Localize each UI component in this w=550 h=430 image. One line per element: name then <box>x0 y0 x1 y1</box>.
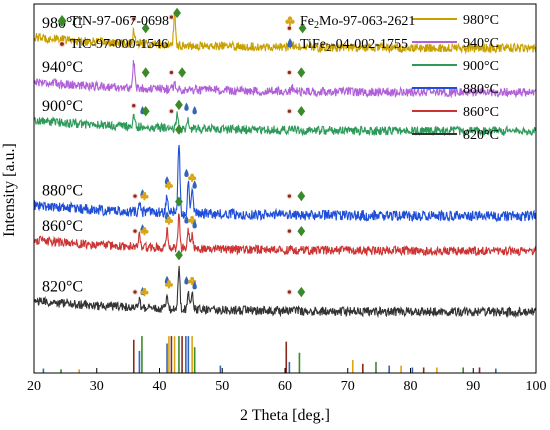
peak-marker-18 <box>286 108 293 115</box>
peak-marker-27 <box>188 173 197 182</box>
peak-marker-33 <box>140 227 149 236</box>
temperature-label-900°C: 900°C <box>42 98 83 115</box>
legend-label-tic: TiC-97-000-1546 <box>70 37 168 52</box>
peak-marker-15 <box>175 99 183 111</box>
peak-marker-22 <box>140 192 149 201</box>
x-tick-label-70: 70 <box>341 379 355 394</box>
y-axis-title: Intensity [a.u.] <box>1 143 18 237</box>
x-tick-label-20: 20 <box>27 379 41 394</box>
peak-marker-6 <box>141 67 150 78</box>
peak-marker-42 <box>132 289 138 295</box>
peak-marker-2 <box>168 14 175 21</box>
peak-marker-40 <box>286 228 293 235</box>
legend-series-980: 980°C <box>463 13 499 28</box>
legend-marker-0 <box>57 15 67 27</box>
legend-markers <box>57 15 295 48</box>
x-tick-label-100: 100 <box>526 379 547 394</box>
peak-marker-5 <box>298 23 307 34</box>
series-lines <box>33 12 537 319</box>
peak-marker-50 <box>192 281 197 290</box>
peak-marker-41 <box>297 225 306 237</box>
peak-marker-11 <box>130 102 137 109</box>
peak-marker-37 <box>184 215 189 224</box>
legend-series-900: 900°C <box>463 59 499 74</box>
temperature-label-940°C: 940°C <box>42 59 83 76</box>
peak-marker-26 <box>184 168 189 178</box>
reference-sticks <box>42 336 497 373</box>
temperature-label-880°C: 880°C <box>42 183 83 200</box>
x-tick-label-40: 40 <box>153 379 167 394</box>
peak-marker-44 <box>140 287 149 297</box>
legend-marker-3 <box>287 38 293 48</box>
peak-marker-24 <box>164 181 173 190</box>
plot-frame <box>33 3 537 374</box>
peak-markers <box>130 7 307 298</box>
legend-series-820: 820°C <box>463 128 499 143</box>
peak-marker-36 <box>175 196 183 207</box>
peak-marker-49 <box>188 276 197 286</box>
peak-marker-17 <box>192 106 197 115</box>
peak-marker-25 <box>175 124 183 135</box>
peak-marker-29 <box>286 193 293 199</box>
x-axis-title: 2 Theta [deg.] <box>240 407 330 424</box>
peak-marker-30 <box>297 190 306 202</box>
peak-marker-51 <box>286 289 293 295</box>
peak-marker-1 <box>141 23 150 34</box>
series-line-820°C <box>33 265 537 319</box>
x-tick-label-30: 30 <box>90 379 104 394</box>
x-tick-label-50: 50 <box>215 379 229 394</box>
peak-marker-47 <box>175 249 183 261</box>
peak-marker-10 <box>297 67 306 78</box>
peak-marker-28 <box>192 180 197 189</box>
legend-label-tife2: TiFe2-04-002-1755 <box>300 37 408 54</box>
x-tick-label-80: 80 <box>404 379 418 394</box>
series-line-860°C <box>33 213 537 257</box>
peak-marker-16 <box>184 102 189 111</box>
peak-marker-4 <box>286 25 293 32</box>
temperature-label-860°C: 860°C <box>42 218 83 235</box>
peak-marker-35 <box>164 216 173 225</box>
x-tick-label-60: 60 <box>278 379 292 394</box>
peak-marker-3 <box>173 7 181 19</box>
series-line-940°C <box>33 60 537 99</box>
peak-marker-7 <box>168 69 175 76</box>
peak-marker-13 <box>141 106 150 117</box>
peak-marker-0 <box>130 16 137 22</box>
legend-series-860: 860°C <box>463 105 499 120</box>
legend-series-880: 880°C <box>463 82 499 97</box>
peak-marker-20 <box>132 193 138 199</box>
peak-marker-14 <box>168 108 175 115</box>
series-line-980°C <box>33 12 537 55</box>
legend-marker-2 <box>58 40 66 48</box>
peak-marker-39 <box>192 220 197 229</box>
peak-marker-19 <box>297 106 306 117</box>
legend-marker-1 <box>285 16 295 26</box>
x-axis-ticks: 20 30 40 50 60 70 80 90 100 <box>27 368 547 394</box>
peak-marker-48 <box>184 276 189 285</box>
peak-marker-46 <box>164 280 173 289</box>
x-tick-label-90: 90 <box>466 379 480 394</box>
series-line-880°C <box>33 144 537 223</box>
temperature-label-820°C: 820°C <box>42 279 83 296</box>
legend-label-tin: TiN-97-067-0698 <box>70 14 169 29</box>
series-line-900°C <box>33 111 537 137</box>
legend-label-fe2mo: Fe2Mo-97-063-2621 <box>300 14 415 31</box>
legend-series-940: 940°C <box>463 36 499 51</box>
peak-marker-52 <box>297 286 306 298</box>
peak-marker-9 <box>286 69 293 76</box>
peak-marker-8 <box>178 67 186 78</box>
peak-marker-31 <box>132 228 138 235</box>
legend-lines <box>412 18 457 135</box>
